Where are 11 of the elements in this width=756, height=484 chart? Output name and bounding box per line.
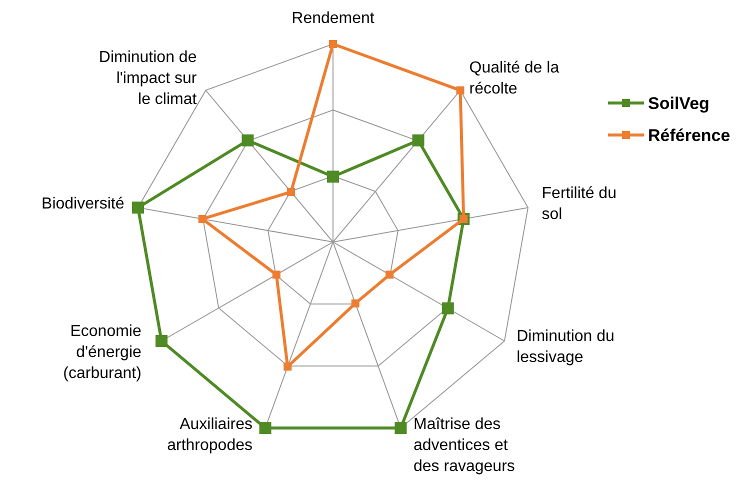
spoke-label: Diminution du lessivage — [516, 328, 614, 366]
spoke-label: Qualité de la récolte — [469, 60, 560, 98]
spoke-label: Maîtrise des adventices et des ravageurs — [414, 416, 515, 476]
legend-label: Référence — [648, 126, 730, 145]
spoke-label: Auxiliaires arthropodes — [167, 416, 252, 454]
spoke-label: Diminution de l'impact sur le climat — [98, 49, 198, 108]
spoke-label: Biodiversité — [42, 196, 124, 213]
legend-label: SoilVeg — [648, 94, 710, 113]
spoke-label: Fertilité du sol — [542, 185, 616, 224]
spoke-label: Economie d'énergie (carburant) — [63, 323, 142, 382]
spoke-label: Rendement — [292, 10, 375, 27]
